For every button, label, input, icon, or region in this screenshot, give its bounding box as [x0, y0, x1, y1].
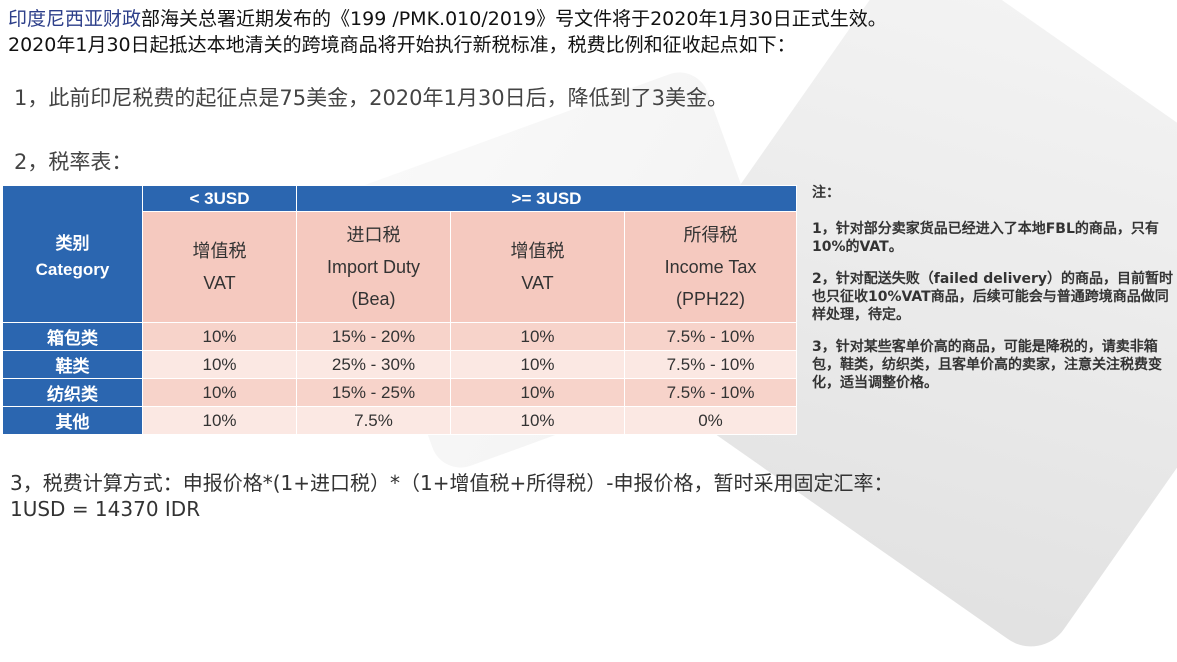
intro-line-1: 印度尼西亚财政部海关总署近期发布的《199 /PMK.010/2019》号文件将…	[8, 6, 887, 32]
cell-import-duty: 15% - 25%	[296, 378, 451, 407]
intro-line-1-text: 部海关总署近期发布的《199 /PMK.010/2019》号文件将于2020年1…	[141, 8, 887, 30]
cell-import-duty: 15% - 20%	[296, 322, 451, 351]
column-header-en: Import Duty	[326, 257, 421, 277]
column-header-cn: 所得税	[683, 225, 738, 245]
intro-line-2: 2020年1月30日起抵达本地清关的跨境商品将开始执行新税标准，税费比例和征收起…	[8, 34, 796, 56]
group-header-lt-3usd: < 3USD	[142, 185, 297, 212]
intro-highlight: 印度尼西亚财政	[8, 8, 142, 30]
cell-import-duty: 25% - 30%	[296, 350, 451, 379]
cell-income-tax: 7.5% - 10%	[623, 350, 798, 379]
row-label: 其他	[2, 406, 143, 435]
point-rate-table-heading: 2，税率表：	[14, 150, 133, 174]
row-label: 箱包类	[2, 322, 143, 351]
point-threshold: 1，此前印尼税费的起征点是75美金，2020年1月30日后，降低到了3美金。	[14, 86, 728, 110]
table-row: 其他 10% 7.5% 10% 0%	[2, 406, 798, 435]
note-item: 2，针对配送失败（failed delivery）的商品，目前暂时也只征收10%…	[812, 271, 1174, 323]
column-header-en: VAT	[203, 273, 236, 293]
column-header-cn: 进口税	[346, 225, 401, 245]
group-header-ge-3usd: >= 3USD	[295, 185, 798, 212]
note-item: 1，针对部分卖家货品已经进入了本地FBL的商品，只有10%的VAT。	[812, 221, 1159, 255]
category-header: 类别 Category	[2, 185, 143, 323]
cell-vat-lt: 10%	[142, 378, 297, 407]
category-header-cn: 类别	[55, 233, 90, 253]
column-header-cn: 增值税	[510, 241, 565, 261]
category-header-en: Category	[35, 259, 110, 279]
notes-panel: 注： 1，针对部分卖家货品已经进入了本地FBL的商品，只有10%的VAT。 2，…	[812, 184, 1174, 406]
cell-vat-ge: 10%	[450, 350, 625, 379]
cell-vat-ge: 10%	[450, 406, 625, 435]
cell-vat-lt: 10%	[142, 406, 297, 435]
cell-income-tax: 0%	[623, 406, 798, 435]
column-header-income-tax: 所得税 Income Tax (PPH22)	[623, 211, 798, 323]
column-header-en: Income Tax	[664, 257, 757, 277]
column-header-vat-ge: 增值税 VAT	[450, 211, 625, 323]
column-header-vat-lt: 增值税 VAT	[142, 211, 297, 323]
row-label: 鞋类	[2, 350, 143, 379]
cell-vat-ge: 10%	[450, 322, 625, 351]
row-label: 纺织类	[2, 378, 143, 407]
table-row: 箱包类 10% 15% - 20% 10% 7.5% - 10%	[2, 322, 798, 351]
cell-income-tax: 7.5% - 10%	[623, 378, 798, 407]
table-column-header-row: 增值税 VAT 进口税 Import Duty (Bea) 增值税 VAT 所得…	[3, 211, 798, 323]
exchange-rate: 1USD = 14370 IDR	[10, 497, 201, 521]
note-item: 3，针对某些客单价高的商品，可能是降税的，请卖非箱包，鞋类，纺织类，且客单价高的…	[812, 339, 1162, 391]
notes-title: 注：	[812, 185, 840, 201]
cell-vat-ge: 10%	[450, 378, 625, 407]
column-header-sub: (Bea)	[351, 289, 396, 309]
formula-line: 3，税费计算方式：申报价格*(1+进口税）*（1+增值税+所得税）-申报价格，暂…	[10, 471, 894, 495]
cell-import-duty: 7.5%	[296, 406, 451, 435]
cell-vat-lt: 10%	[142, 350, 297, 379]
table-row: 纺织类 10% 15% - 25% 10% 7.5% - 10%	[2, 378, 798, 407]
tax-rate-table: 类别 Category < 3USD >= 3USD 增值税 VAT 进口税 I…	[2, 185, 798, 435]
table-row: 鞋类 10% 25% - 30% 10% 7.5% - 10%	[2, 350, 798, 379]
column-header-cn: 增值税	[192, 241, 247, 261]
cell-vat-lt: 10%	[142, 322, 297, 351]
column-header-import-duty: 进口税 Import Duty (Bea)	[296, 211, 451, 323]
column-header-en: VAT	[521, 273, 554, 293]
column-header-sub: (PPH22)	[675, 289, 746, 309]
document-body: 印度尼西亚财政部海关总署近期发布的《199 /PMK.010/2019》号文件将…	[2, 6, 1174, 522]
intro-paragraph: 印度尼西亚财政部海关总署近期发布的《199 /PMK.010/2019》号文件将…	[8, 6, 887, 58]
table-group-header-row: 类别 Category < 3USD >= 3USD	[2, 185, 798, 323]
cell-income-tax: 7.5% - 10%	[623, 322, 798, 351]
tax-formula: 3，税费计算方式：申报价格*(1+进口税）*（1+增值税+所得税）-申报价格，暂…	[10, 470, 893, 522]
